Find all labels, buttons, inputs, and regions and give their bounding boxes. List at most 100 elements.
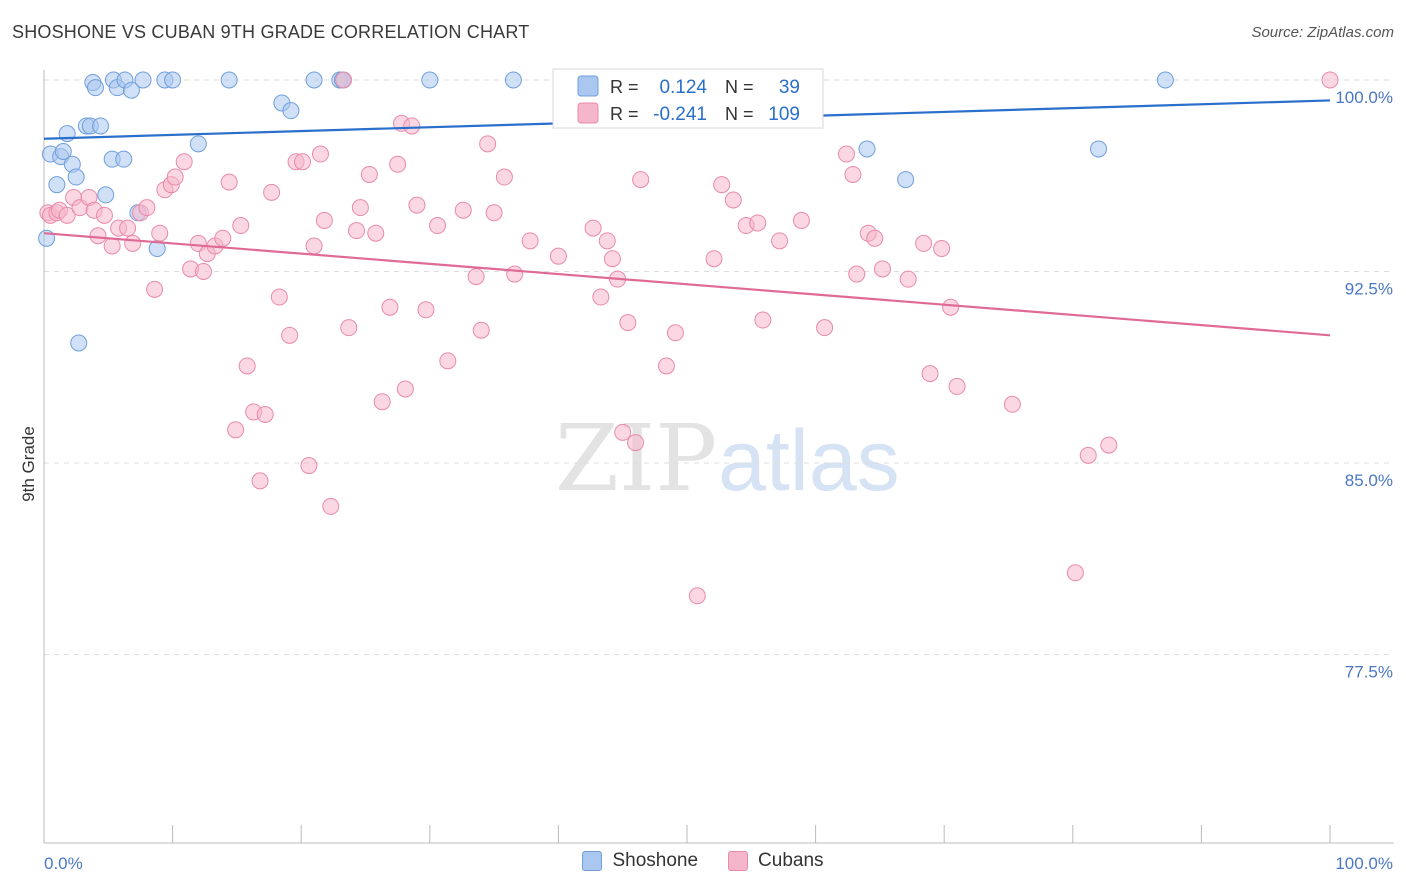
point-cubans — [614, 423, 632, 441]
point-cubans — [921, 365, 939, 383]
point-shoshone — [164, 71, 182, 89]
point-cubans — [232, 217, 250, 235]
point-cubans — [220, 173, 238, 191]
point-cubans — [724, 191, 742, 209]
x-tick-label: 0.0% — [44, 854, 83, 873]
point-cubans — [598, 232, 616, 250]
point-cubans — [848, 265, 866, 283]
point-shoshone — [421, 71, 439, 89]
point-cubans — [549, 247, 567, 265]
point-cubans — [713, 176, 731, 194]
point-cubans — [340, 319, 358, 337]
y-tick-label: 100.0% — [1335, 88, 1393, 107]
y-tick-label: 85.0% — [1345, 471, 1393, 490]
point-cubans — [688, 587, 706, 605]
point-cubans — [1003, 395, 1021, 413]
point-cubans — [238, 357, 256, 375]
point-shoshone — [897, 171, 915, 189]
point-cubans — [367, 224, 385, 242]
legend-box: R = 0.124 N = 39 R = -0.241 N = 109 — [552, 68, 824, 129]
point-cubans — [873, 260, 891, 278]
point-cubans — [627, 434, 645, 452]
point-cubans — [322, 497, 340, 515]
point-cubans — [837, 145, 855, 163]
point-shoshone — [189, 135, 207, 153]
point-cubans — [389, 155, 407, 173]
legend-r-label: R = — [610, 77, 639, 97]
point-cubans — [454, 201, 472, 219]
point-cubans — [227, 421, 245, 439]
point-cubans — [429, 217, 447, 235]
point-cubans — [1100, 436, 1118, 454]
y-tick-label: 77.5% — [1345, 663, 1393, 682]
point-cubans — [396, 380, 414, 398]
legend-n-label: N = — [725, 104, 754, 124]
point-cubans — [506, 265, 524, 283]
point-cubans — [293, 153, 311, 171]
point-shoshone — [86, 79, 104, 97]
point-cubans — [619, 314, 637, 332]
series-cubans — [39, 71, 1339, 605]
trend-lines — [43, 99, 1331, 337]
point-cubans — [281, 326, 299, 344]
point-cubans — [146, 280, 164, 298]
point-cubans — [1321, 71, 1339, 89]
point-cubans — [311, 145, 329, 163]
axes — [43, 70, 1394, 844]
point-shoshone — [54, 142, 72, 160]
point-cubans — [666, 324, 684, 342]
legend-swatch-cubans — [728, 851, 749, 871]
point-cubans — [347, 222, 365, 240]
point-shoshone — [97, 186, 115, 204]
point-cubans — [584, 219, 602, 237]
point-cubans — [705, 250, 723, 268]
chart-source: Source: ZipAtlas.com — [1251, 24, 1394, 41]
point-cubans — [335, 71, 353, 89]
legend-item-shoshone[interactable]: Shoshone — [582, 850, 698, 872]
x-tick-label: 100.0% — [1335, 854, 1393, 873]
y-tick-labels: 100.0% 92.5% 85.0% 77.5% — [1335, 88, 1393, 682]
point-cubans — [521, 232, 539, 250]
legend-item-cubans[interactable]: Cubans — [728, 850, 824, 872]
point-cubans — [467, 268, 485, 286]
point-cubans — [58, 206, 76, 224]
point-cubans — [403, 117, 421, 135]
legend-swatch-shoshone — [577, 75, 599, 97]
point-shoshone — [92, 117, 110, 135]
point-cubans — [381, 298, 399, 316]
point-cubans — [138, 199, 156, 217]
chart-title: SHOSHONE VS CUBAN 9TH GRADE CORRELATION … — [12, 22, 530, 42]
point-cubans — [472, 321, 490, 339]
point-cubans — [1079, 446, 1097, 464]
point-shoshone — [858, 140, 876, 158]
point-shoshone — [70, 334, 88, 352]
point-cubans — [749, 214, 767, 232]
y-tick-label: 92.5% — [1345, 280, 1393, 299]
watermark-zip: ZIP — [555, 405, 717, 512]
point-cubans — [263, 183, 281, 201]
point-cubans — [899, 270, 917, 288]
point-cubans — [915, 234, 933, 252]
point-cubans — [439, 352, 457, 370]
legend-r-label: R = — [610, 104, 639, 124]
point-cubans — [632, 171, 650, 189]
point-cubans — [119, 219, 137, 237]
point-cubans — [194, 263, 212, 280]
point-cubans — [151, 224, 169, 242]
legend-bottom: Shoshone Cubans — [0, 850, 1406, 872]
point-shoshone — [122, 81, 140, 99]
point-cubans — [933, 240, 951, 258]
point-shoshone — [134, 71, 152, 89]
point-shoshone — [67, 168, 85, 186]
point-cubans — [300, 457, 318, 475]
point-cubans — [603, 250, 621, 268]
point-cubans — [495, 168, 513, 186]
legend-n-label: N = — [725, 77, 754, 97]
point-cubans — [417, 301, 435, 319]
legend-r-value-shoshone: 0.124 — [659, 77, 707, 98]
legend-n-value-shoshone: 39 — [779, 77, 800, 98]
point-cubans — [89, 227, 107, 245]
point-cubans — [792, 211, 810, 229]
point-cubans — [251, 472, 269, 490]
